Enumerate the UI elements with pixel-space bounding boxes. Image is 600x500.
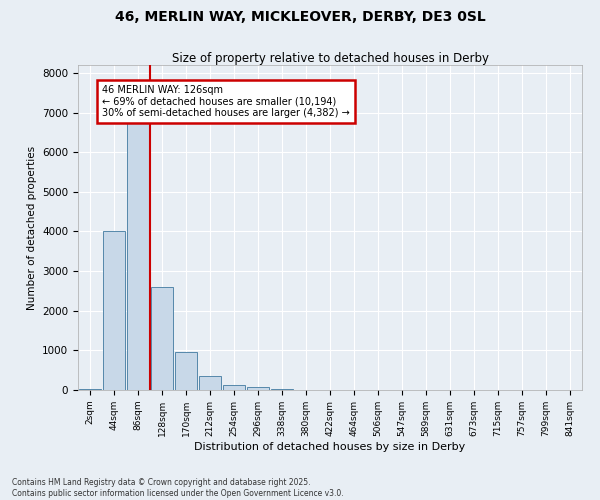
Bar — [223, 385, 245, 390]
Bar — [247, 387, 269, 390]
X-axis label: Distribution of detached houses by size in Derby: Distribution of detached houses by size … — [194, 442, 466, 452]
Bar — [127, 92, 149, 390]
Bar — [175, 352, 197, 390]
Bar — [199, 376, 221, 390]
Bar — [103, 232, 125, 390]
Bar — [271, 389, 293, 390]
Text: Contains HM Land Registry data © Crown copyright and database right 2025.
Contai: Contains HM Land Registry data © Crown c… — [12, 478, 344, 498]
Title: Size of property relative to detached houses in Derby: Size of property relative to detached ho… — [172, 52, 488, 65]
Text: 46 MERLIN WAY: 126sqm
← 69% of detached houses are smaller (10,194)
30% of semi-: 46 MERLIN WAY: 126sqm ← 69% of detached … — [102, 85, 350, 118]
Text: 46, MERLIN WAY, MICKLEOVER, DERBY, DE3 0SL: 46, MERLIN WAY, MICKLEOVER, DERBY, DE3 0… — [115, 10, 485, 24]
Bar — [151, 287, 173, 390]
Y-axis label: Number of detached properties: Number of detached properties — [26, 146, 37, 310]
